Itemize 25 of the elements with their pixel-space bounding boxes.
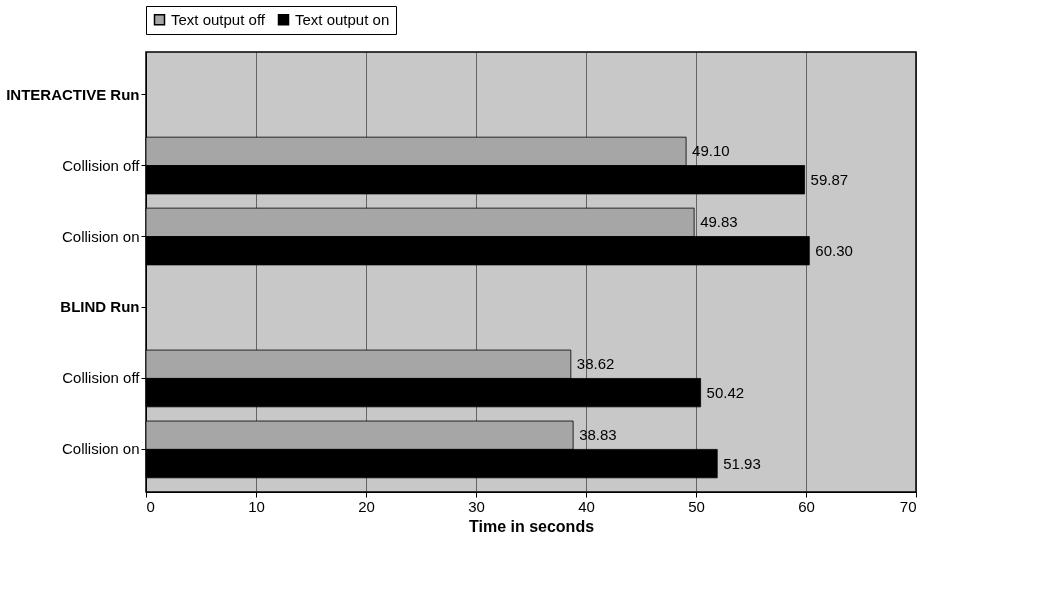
data-label: 49.10 bbox=[692, 142, 730, 160]
data-label: 38.62 bbox=[576, 355, 615, 373]
x-tick-label: 70 bbox=[899, 497, 917, 515]
y-tick-label: INTERACTIVE Run bbox=[6, 85, 140, 103]
x-tick-label: 40 bbox=[578, 497, 595, 515]
data-label: 60.30 bbox=[815, 241, 853, 259]
x-tick-label: 50 bbox=[688, 497, 705, 515]
x-axis-title: Time in seconds bbox=[468, 517, 595, 535]
data-label: 38.83 bbox=[579, 426, 617, 444]
data-label: 59.87 bbox=[810, 170, 849, 188]
legend-label: Text output on bbox=[295, 10, 390, 28]
legend-label: Text output off bbox=[171, 10, 266, 28]
y-tick-label: Collision on bbox=[61, 227, 140, 245]
y-tick-label: Collision on bbox=[61, 440, 140, 458]
y-tick-label: Collision off bbox=[62, 369, 141, 387]
x-tick-label: 60 bbox=[798, 497, 815, 515]
y-tick-label: Collision off bbox=[62, 156, 141, 174]
y-tick-label: BLIND Run bbox=[60, 298, 140, 316]
x-tick-label: 30 bbox=[468, 497, 485, 515]
x-tick-label: 10 bbox=[248, 497, 265, 515]
x-tick-label: 0 bbox=[146, 497, 155, 515]
data-label: 50.42 bbox=[706, 383, 745, 401]
x-tick-label: 20 bbox=[358, 497, 375, 515]
data-label: 51.93 bbox=[723, 454, 761, 472]
data-label: 49.83 bbox=[700, 213, 738, 231]
